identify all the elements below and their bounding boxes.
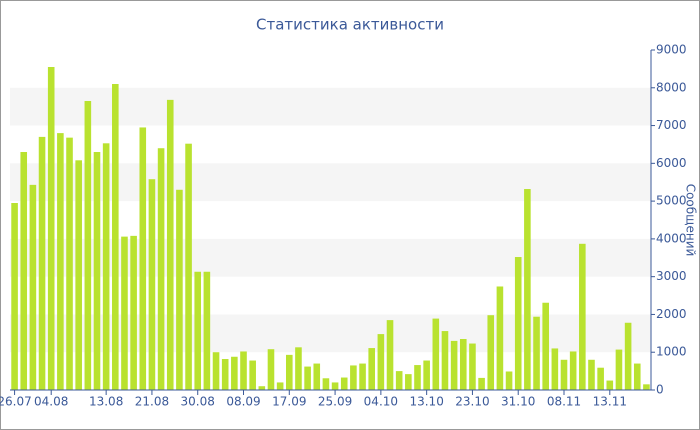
y-tick-label: 3000: [656, 269, 687, 283]
bar: [185, 143, 192, 390]
y-tick-label: 6000: [656, 156, 687, 170]
bar: [93, 152, 101, 390]
bar: [359, 363, 366, 390]
y-tick-label: 7000: [656, 118, 687, 132]
bar: [340, 377, 348, 390]
bar: [395, 371, 403, 390]
bar: [285, 354, 293, 390]
x-tick-label: 13.10: [409, 395, 443, 409]
bar: [139, 127, 147, 390]
bar: [249, 360, 256, 390]
bar: [148, 179, 156, 390]
x-tick-label: 23.10: [455, 395, 489, 409]
bar: [386, 320, 394, 390]
bar: [377, 334, 385, 390]
bar: [267, 349, 275, 390]
y-tick-label: 5000: [656, 194, 687, 208]
x-tick-label: 17.09: [272, 395, 306, 409]
bar: [258, 386, 266, 390]
bar: [514, 257, 522, 390]
bar: [423, 360, 430, 390]
bar: [560, 359, 568, 390]
bar: [203, 271, 211, 390]
y-tick-label: 9000: [656, 43, 687, 57]
bar: [75, 160, 82, 390]
x-tick-label: 04.08: [34, 395, 68, 409]
bar: [304, 366, 311, 390]
grid-band: [10, 87, 651, 126]
bar: [496, 286, 504, 390]
x-tick-label: 31.10: [501, 395, 535, 409]
bar: [597, 367, 604, 390]
bar: [569, 351, 577, 390]
y-axis-title: Сообщений: [684, 184, 698, 257]
bar: [38, 136, 46, 390]
bar: [633, 363, 641, 390]
bar: [588, 359, 595, 390]
bar: [524, 189, 531, 390]
bar: [157, 148, 165, 390]
bar: [405, 374, 412, 390]
bar: [469, 343, 476, 390]
bar: [29, 184, 37, 390]
y-tick-label: 1000: [656, 345, 687, 359]
bar: [459, 339, 467, 390]
bar: [368, 348, 376, 390]
bar: [66, 137, 73, 390]
y-tick-label: 4000: [656, 231, 687, 245]
bar: [166, 99, 174, 390]
bar: [212, 352, 220, 390]
y-tick-label: 8000: [656, 80, 687, 94]
bar: [112, 84, 119, 390]
bar: [11, 203, 18, 390]
bar: [130, 235, 137, 390]
bar: [221, 359, 229, 390]
bar: [47, 67, 55, 390]
bar: [533, 316, 540, 390]
bar: [84, 101, 92, 390]
bar: [350, 365, 357, 390]
bar: [176, 189, 183, 390]
bar: [643, 384, 650, 390]
bar: [121, 236, 128, 390]
bar: [331, 382, 339, 390]
bar: [432, 318, 440, 390]
y-tick-label: 2000: [656, 307, 687, 321]
bar: [313, 363, 321, 390]
bar: [450, 340, 458, 390]
x-tick-label: 13.11: [593, 395, 627, 409]
chart-title: Статистика активности: [256, 16, 444, 34]
x-tick-label: 08.09: [226, 395, 260, 409]
x-tick-label: 21.08: [135, 395, 169, 409]
x-tick-label: 08.11: [547, 395, 581, 409]
bar: [441, 331, 449, 390]
bar: [551, 348, 559, 390]
x-tick-label: 25.09: [318, 395, 352, 409]
bar: [579, 243, 586, 390]
bar: [231, 356, 238, 390]
x-tick-label: 13.08: [89, 395, 123, 409]
bar: [240, 351, 247, 390]
x-tick-label: 04.10: [364, 395, 398, 409]
bar: [615, 349, 623, 390]
bar: [295, 347, 302, 390]
bar: [20, 152, 28, 390]
bar: [102, 143, 110, 390]
bar: [624, 322, 632, 390]
bar: [487, 315, 495, 390]
bar: [542, 302, 549, 390]
y-tick-label: 0: [656, 383, 664, 397]
x-tick-label: 30.08: [181, 395, 215, 409]
bar: [478, 377, 485, 390]
bar: [322, 378, 330, 390]
bar: [505, 371, 513, 390]
bar: [606, 380, 614, 390]
x-tick-label: 26.07: [0, 395, 32, 409]
bar: [194, 271, 202, 390]
bar: [276, 382, 284, 390]
bar: [414, 365, 421, 390]
bar: [57, 133, 64, 390]
